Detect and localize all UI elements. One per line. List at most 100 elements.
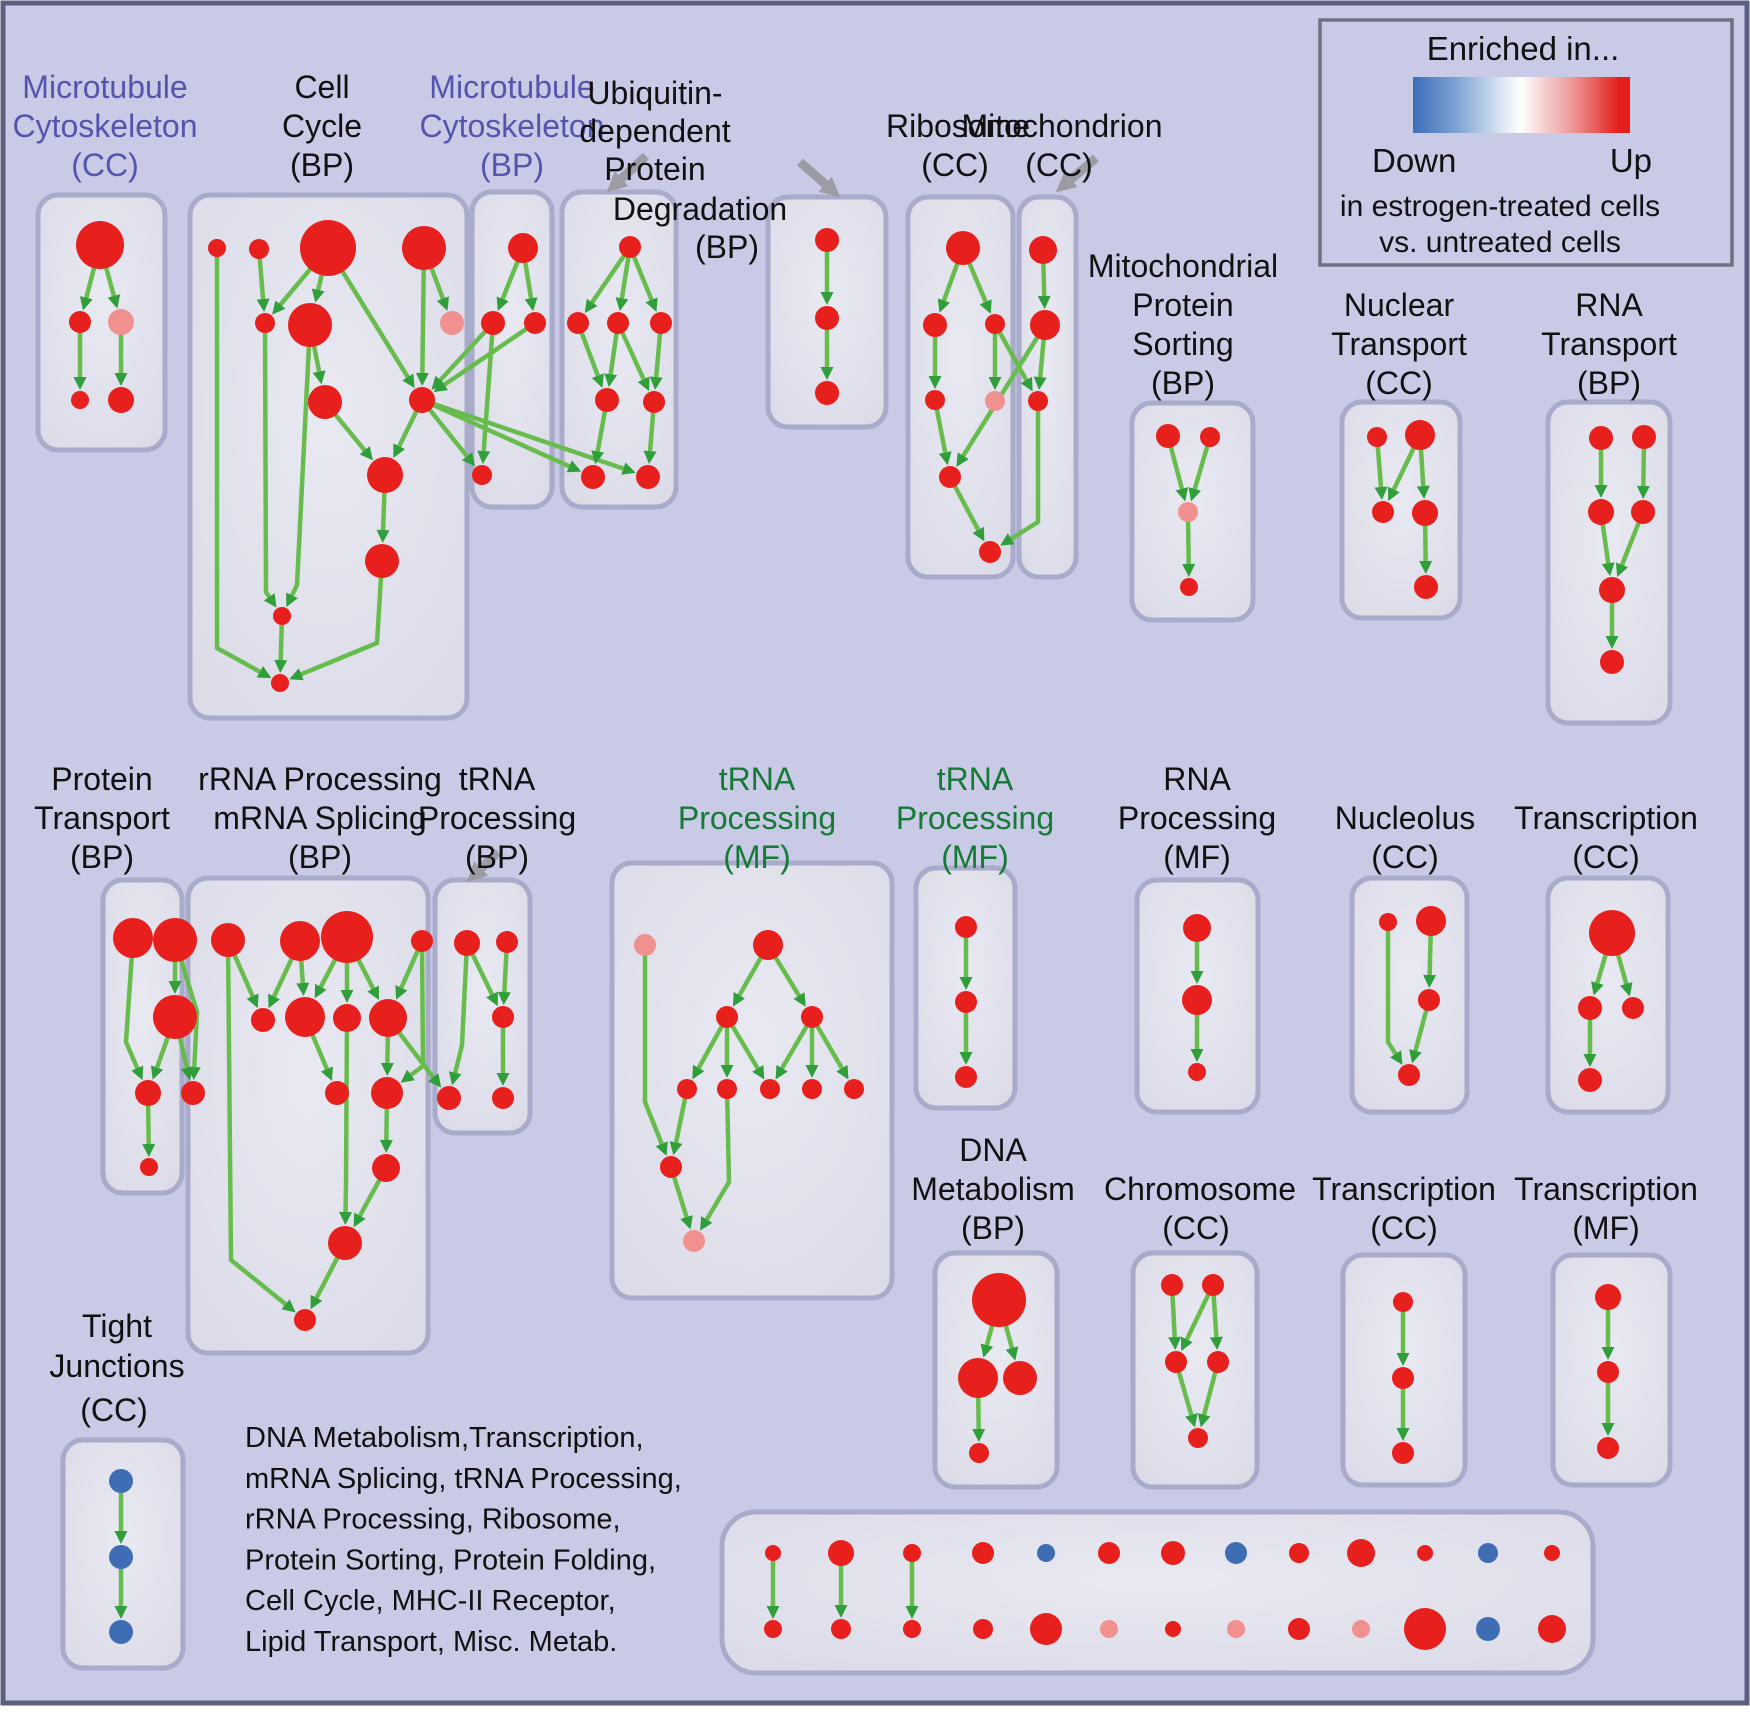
node-R2 — [1578, 996, 1602, 1020]
node-S2 — [958, 1358, 998, 1398]
edge-N4-N9-head — [836, 1064, 849, 1080]
node-strip-bottom-9 — [1288, 1618, 1310, 1640]
edge-W1-W2-head — [114, 1531, 128, 1544]
cluster-box-trna-processing-mf-1 — [609, 860, 895, 1301]
node-N11 — [683, 1230, 705, 1252]
node-B2 — [249, 239, 269, 259]
node-F2 — [923, 313, 947, 337]
label-nucleolus-cc-line2: (CC) — [1371, 839, 1439, 875]
node-strip-top-3 — [903, 1544, 921, 1562]
edge-S1-S2-head — [980, 1343, 994, 1358]
node-L7 — [333, 1004, 361, 1032]
label-rna-processing-mf-line3: (MF) — [1163, 839, 1231, 875]
edge-N4-N8-head — [805, 1065, 819, 1078]
node-strip-bottom-4 — [973, 1619, 993, 1639]
label-transcription-cc-2-line2: (CC) — [1370, 1210, 1438, 1246]
node-D5 — [595, 388, 619, 412]
edge-Q1-Q4-head — [1390, 1050, 1403, 1065]
edge-L6-L9-head — [320, 1066, 333, 1082]
node-D4 — [650, 312, 672, 334]
edge-L1-L13-shaft — [225, 939, 287, 1307]
edge-B5-B12-head — [263, 593, 277, 608]
cluster-box-nucleolus-cc — [1349, 875, 1470, 1115]
edge-J2-J4-head — [1636, 485, 1650, 500]
label-ubiquitin-dependent-protein-degradation-bp-line3: Protein — [604, 151, 705, 187]
node-I1 — [1367, 427, 1387, 447]
labels-layer: MicrotubuleCytoskeleton(CC)CellCycle(BP)… — [13, 69, 1698, 1658]
cluster-box-microtubule-cytoskeleton-cc — [35, 192, 168, 453]
edge-N2-N4-head — [793, 992, 806, 1007]
edge-P1-P2-head — [1190, 971, 1204, 984]
node-B9 — [409, 387, 435, 413]
label-protein-transport-bp-line3: (BP) — [70, 839, 134, 875]
label-cell-cycle-bp-line1: Cell — [294, 69, 349, 105]
node-G1 — [1029, 236, 1057, 264]
node-N6 — [717, 1079, 737, 1099]
edge-T2-T3-head — [1180, 1336, 1193, 1352]
node-L2 — [280, 921, 320, 961]
edge-B1-B13-head — [256, 666, 272, 679]
edge-D3-D6-head — [637, 376, 650, 392]
label-microtubule-cytoskeleton-cc-line2: Cytoskeleton — [13, 108, 198, 144]
node-A3 — [108, 309, 134, 335]
node-L1 — [211, 923, 245, 957]
node-strip-top-10 — [1347, 1539, 1375, 1567]
label-rna-transport-bp-line3: (BP) — [1577, 365, 1641, 401]
node-K1 — [113, 918, 153, 958]
cluster-box-chromosome-cc — [1130, 1250, 1260, 1490]
node-P3 — [1188, 1063, 1206, 1081]
label-chromosome-cc-line2: (CC) — [1162, 1210, 1230, 1246]
edge-L3-L7-head — [340, 990, 354, 1003]
label-cell-cycle-bp-line2: Cycle — [282, 108, 362, 144]
node-A2 — [69, 311, 91, 333]
edge-F3-F5-head — [988, 377, 1002, 390]
node-L8 — [369, 999, 407, 1037]
edge-G2-G3-head — [1033, 376, 1047, 391]
edge-B9-D8-head — [621, 462, 636, 475]
edge-F3-G3-head — [1020, 376, 1033, 392]
edge-L4-L10-head — [400, 1069, 415, 1083]
label-trna-processing-mf-2-line3: (MF) — [941, 839, 1009, 875]
edge-N4-N7-head — [775, 1064, 788, 1080]
node-J1 — [1589, 426, 1613, 450]
node-N10 — [660, 1156, 682, 1178]
edge-K1-K4-shaft — [123, 937, 140, 1070]
edge-D1-D2-shaft — [590, 245, 632, 304]
label-ubiquitin-dependent-protein-degradation-bp-line1: Ubiquitin- — [587, 75, 722, 111]
edge-L1-L5-head — [246, 993, 259, 1009]
edge-F2-F4-head — [928, 376, 942, 389]
cluster-box-bottom-strip — [719, 1509, 1596, 1676]
edge-N3-N7-head — [752, 1065, 765, 1080]
node-W3 — [109, 1620, 133, 1644]
node-W2 — [109, 1545, 133, 1569]
node-D1 — [619, 236, 641, 258]
edge-B1-B13-shaft — [214, 248, 261, 674]
edge-G3-F7-head — [1000, 533, 1015, 546]
node-T1 — [1161, 1274, 1183, 1296]
label-microtubule-cytoskeleton-cc-line3: (CC) — [71, 147, 139, 183]
label-protein-transport-bp-line1: Protein — [51, 761, 152, 797]
cluster-box-mitochondrion-cc — [1016, 194, 1079, 580]
node-F4 — [925, 390, 945, 410]
label-mitochondrion-cc-line1: Mitochondrion — [962, 108, 1163, 144]
label-pointer-arrow-4-shaft — [477, 848, 502, 872]
label-mitochondrial-protein-sorting-bp-line2: Protein — [1132, 287, 1233, 323]
edge-A1-A2-head — [79, 296, 93, 311]
node-B4 — [402, 226, 446, 270]
label-nuclear-transport-cc-line1: Nuclear — [1344, 287, 1455, 323]
node-N8 — [802, 1079, 822, 1099]
node-B8 — [308, 385, 342, 419]
node-J3 — [1588, 499, 1614, 525]
node-strip-top-5 — [1037, 1544, 1055, 1562]
node-L5 — [251, 1008, 275, 1032]
node-H3 — [1178, 502, 1198, 522]
label-microtubule-cytoskeleton-bp-line2: Cytoskeleton — [420, 108, 605, 144]
misc-groups-text-line3: rRNA Processing, Ribosome, — [245, 1504, 621, 1536]
edge-Q2-Q3-head — [1423, 974, 1437, 989]
label-tight-junctions-cc-line1: Tight — [82, 1308, 152, 1344]
edge-U1-U2-head — [1396, 1353, 1410, 1366]
node-L4 — [411, 930, 433, 952]
edge-N3-N5-head — [692, 1064, 705, 1080]
edge-E2-E3-head — [820, 367, 834, 380]
edge-F1-F3-head — [979, 299, 992, 314]
